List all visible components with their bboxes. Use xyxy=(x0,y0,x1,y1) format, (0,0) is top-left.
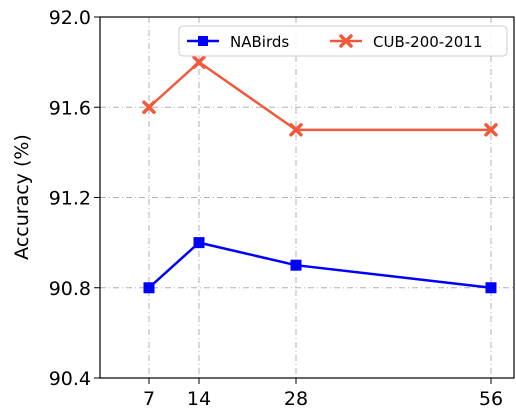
legend-cub-label: CUB-200-2011 xyxy=(373,33,482,51)
x-tick-label: 7 xyxy=(143,388,155,410)
y-tick-label: 92.0 xyxy=(49,7,91,29)
data-point-nabirds xyxy=(143,282,155,294)
data-point-cub-200-2011 xyxy=(289,123,303,137)
y-tick-label: 91.6 xyxy=(49,97,91,119)
x-tick-label: 14 xyxy=(187,388,211,410)
data-point-cub-200-2011 xyxy=(484,123,498,137)
data-point-cub-200-2011 xyxy=(192,55,206,69)
legend-nabirds-label: NABirds xyxy=(230,33,289,51)
y-tick-label: 91.2 xyxy=(49,188,91,210)
legend: NABirds CUB-200-2011 xyxy=(178,25,508,57)
ticks-layer: 7 14 28 56 90.4 90.8 91.2 91.6 92.0 xyxy=(49,7,503,410)
grid-layer xyxy=(100,17,514,378)
data-point-nabirds xyxy=(290,259,302,271)
x-tick-label: 56 xyxy=(479,388,503,410)
series-line-cub-200-2011 xyxy=(148,60,491,132)
y-tick-label: 90.4 xyxy=(49,368,91,390)
data-point-nabirds xyxy=(193,237,205,249)
data-point-nabirds xyxy=(485,282,497,294)
series-layer xyxy=(142,55,498,294)
y-axis-label: Accuracy (%) xyxy=(11,134,33,260)
legend-nabirds-marker xyxy=(198,36,208,46)
x-tick-label: 28 xyxy=(284,388,308,410)
data-point-cub-200-2011 xyxy=(142,100,156,114)
legend-cub-marker xyxy=(339,34,353,48)
y-tick-label: 90.8 xyxy=(49,278,91,300)
series-line-nabirds xyxy=(148,241,492,289)
